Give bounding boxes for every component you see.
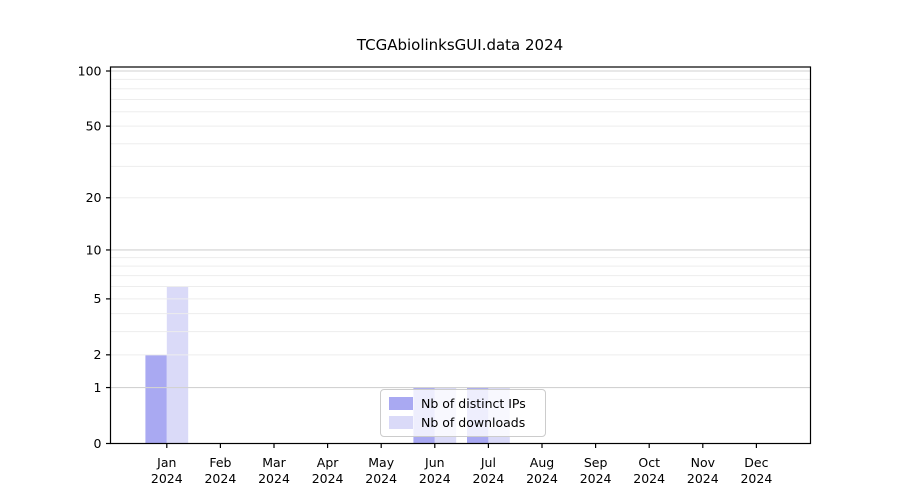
y-tick-label: 0	[94, 436, 102, 451]
x-tick-label-year: 2024	[419, 471, 451, 486]
x-tick-label-year: 2024	[472, 471, 504, 486]
y-tick-label: 1	[94, 380, 102, 395]
y-tick-label: 20	[86, 190, 102, 205]
legend-label-downloads: Nb of downloads	[421, 415, 526, 430]
legend-label-distinct-ips: Nb of distinct IPs	[421, 396, 526, 411]
x-tick-label-year: 2024	[740, 471, 772, 486]
x-tick-label-month: Aug	[530, 455, 554, 470]
x-tick-label-month: May	[368, 455, 394, 470]
x-tick-label-year: 2024	[633, 471, 665, 486]
bar-downloads-jan	[166, 286, 189, 444]
x-tick-label-month: Nov	[691, 455, 716, 470]
legend-swatch-downloads	[389, 416, 413, 429]
bar-distinct-ips-jan	[145, 354, 167, 444]
legend-item-distinct-ips: Nb of distinct IPs	[389, 396, 539, 411]
legend: Nb of distinct IPs Nb of downloads	[380, 389, 546, 437]
y-tick-label: 10	[86, 242, 102, 257]
x-tick-label-year: 2024	[687, 471, 719, 486]
x-tick-label-year: 2024	[151, 471, 183, 486]
plot-border	[109, 66, 812, 445]
x-tick-label-month: Oct	[638, 455, 660, 470]
x-tick-label-month: Dec	[744, 455, 768, 470]
y-tick-label: 2	[94, 347, 102, 362]
x-tick-label-year: 2024	[312, 471, 344, 486]
y-tick-label: 5	[94, 291, 102, 306]
x-tick-label-month: Mar	[262, 455, 286, 470]
y-tick-label: 100	[78, 63, 102, 78]
x-tick-label-year: 2024	[526, 471, 558, 486]
x-tick-label-month: Feb	[209, 455, 231, 470]
x-tick-label-month: Jul	[480, 455, 496, 470]
x-tick-label-month: Jan	[156, 455, 176, 470]
x-tick-label-year: 2024	[204, 471, 236, 486]
x-tick-label-month: Apr	[317, 455, 339, 470]
x-tick-label-month: Sep	[584, 455, 608, 470]
y-tick-label: 50	[86, 118, 102, 133]
x-tick-label-year: 2024	[365, 471, 397, 486]
x-tick-label-year: 2024	[580, 471, 612, 486]
chart-title: TCGAbiolinksGUI.data 2024	[356, 36, 564, 54]
legend-swatch-distinct-ips	[389, 397, 413, 410]
legend-item-downloads: Nb of downloads	[389, 415, 539, 430]
x-tick-label-month: Jun	[424, 455, 445, 470]
x-tick-label-year: 2024	[258, 471, 290, 486]
